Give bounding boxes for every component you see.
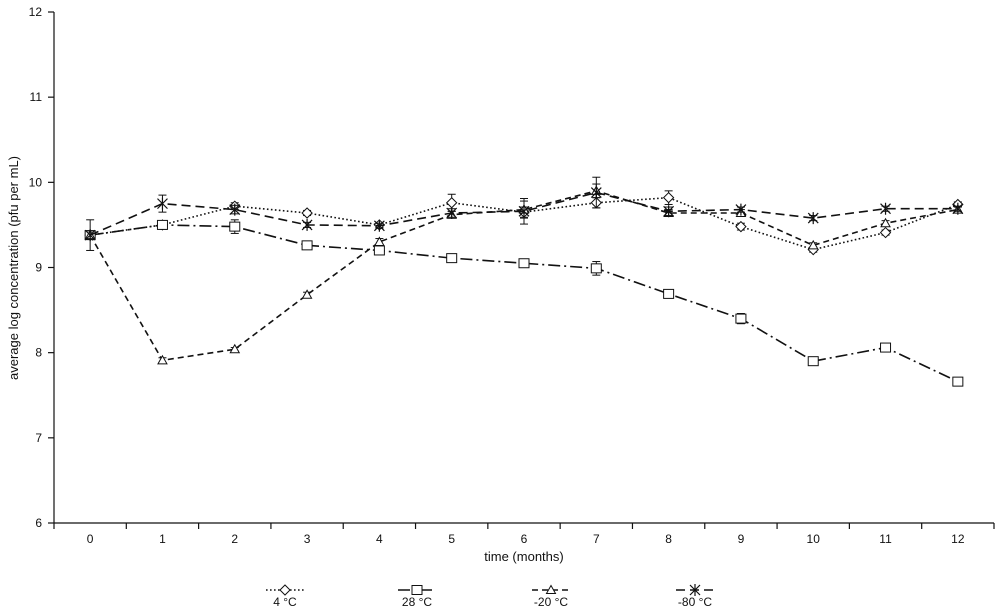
x-tick-label: 8 [665,532,672,546]
series-3 [84,176,964,251]
data-point [807,356,819,367]
data-point [84,229,96,242]
x-tick-label: 1 [159,532,166,546]
y-tick-label: 8 [35,346,42,360]
data-point [735,220,747,233]
legend-item: 28 °C [398,585,436,609]
x-axis-title: time (months) [484,549,563,564]
legend-label: -80 °C [678,595,712,609]
x-tick-label: 6 [521,532,528,546]
y-tick-label: 6 [35,516,42,530]
legend: 4 °C 28 °C -20 °C -80 °C [266,584,714,609]
y-tick-label: 12 [29,5,43,19]
data-point [157,197,168,210]
x-tick-label: 11 [879,532,892,546]
data-point [952,202,964,215]
data-point [663,288,675,299]
data-point [663,205,675,218]
x-tick-label: 4 [376,532,383,546]
y-axis-title: average log concentration (pfu per mL) [6,156,21,380]
legend-marker [411,585,423,595]
series-layer [84,176,964,387]
data-point [156,219,168,230]
data-point [880,202,891,215]
data-point [301,207,313,219]
data-point [446,206,458,219]
series-line [90,224,959,383]
data-point [373,245,385,256]
x-tick-label: 0 [87,532,94,546]
data-point [735,203,747,216]
x-tick-label: 9 [738,532,745,546]
legend-label: 4 °C [273,595,297,609]
legend-marker [689,584,701,596]
data-point [229,221,241,232]
legend-item: -20 °C [532,584,570,609]
x-tick-label: 12 [951,532,965,546]
data-point [374,236,385,246]
legend-marker [279,584,291,596]
data-point [301,289,313,299]
x-tick-label: 7 [593,532,600,546]
series-1 [84,219,964,387]
y-tick-label: 7 [35,431,42,445]
data-point [301,240,313,251]
data-point [229,203,241,216]
data-point [807,212,819,225]
y-ticks: 6 7 8 9 10 11 12 [29,5,54,530]
legend-item: -80 °C [676,584,714,609]
x-ticks: 0 1 2 3 4 5 6 7 8 9 10 11 12 [53,523,995,546]
legend-item: 4 °C [266,584,304,609]
data-point [229,343,241,354]
legend-label: -20 °C [534,595,568,609]
data-point [590,263,602,274]
data-point [952,376,964,387]
legend-marker [545,584,557,594]
data-point [518,258,530,269]
legend-label: 28 °C [402,595,432,609]
data-point [879,226,892,239]
x-tick-label: 5 [448,532,455,546]
data-point [373,219,385,232]
data-point [518,205,530,218]
data-point [735,313,747,324]
data-point [446,253,458,264]
data-point [590,186,602,199]
data-point [807,239,819,250]
y-tick-label: 11 [30,90,43,104]
data-point [880,217,891,228]
data-point [662,191,675,204]
y-tick-label: 9 [35,261,42,275]
data-point [880,342,892,353]
data-point [301,218,313,231]
x-tick-label: 2 [231,532,238,546]
x-tick-label: 3 [304,532,311,546]
series-0 [84,190,964,256]
data-point [445,197,458,209]
y-tick-label: 10 [29,175,43,189]
data-point [157,354,168,365]
x-tick-label: 10 [807,532,821,546]
